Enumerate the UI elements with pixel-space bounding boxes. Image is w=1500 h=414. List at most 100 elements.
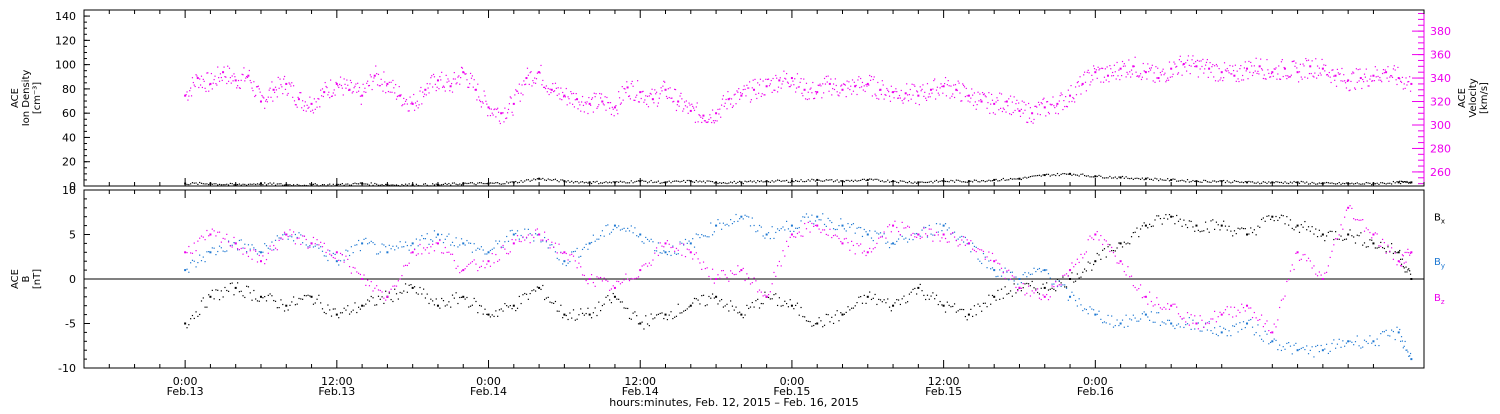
density-series-sample [939,180,941,182]
bz-series-sample [565,252,567,255]
bz-series-point [538,233,541,236]
velocity-series-sample [730,98,733,100]
bz-series-sample [202,236,204,238]
velocity-series-sample [1381,72,1384,75]
bz-series-sample [558,243,560,245]
by-series-sample [460,238,463,240]
velocity-series-sample [571,93,573,95]
bz-series-sample [952,231,954,234]
velocity-series-sample [325,85,327,88]
bz-series-sample [941,237,943,239]
bz-series-sample [1132,284,1134,287]
bx-series-sample [955,311,957,313]
bz-series-sample [590,274,593,276]
bx-series-sample [599,309,602,312]
velocity-series-sample [1012,111,1014,114]
bx-series-sample [446,304,448,306]
by-series-sample [1197,322,1199,324]
velocity-series-sample [1325,64,1327,67]
bx-series-sample [957,310,959,312]
bx-series-sample [762,303,764,305]
bz-series-sample [195,250,197,252]
bz-series-sample [1233,306,1236,308]
by-series-sample [701,234,703,236]
bx-series-sample [249,292,251,294]
by-series-sample [961,235,963,238]
bz-series-sample [1362,219,1364,221]
bz-series-sample [1293,268,1295,271]
bz-series-sample [251,258,253,260]
by-series-sample [1241,328,1243,331]
legend-subscript: y [1441,262,1445,270]
density-series-sample [657,180,659,182]
velocity-series-point [841,88,844,91]
bx-series-point [538,286,541,289]
velocity-series-sample [590,98,593,100]
velocity-series-sample [367,80,369,82]
density-series-sample [1269,182,1272,184]
bx-series-sample [1381,247,1384,249]
velocity-series-sample [758,92,760,94]
velocity-series-sample [1053,105,1055,107]
density-series-sample [464,182,466,184]
bz-series-sample [903,227,905,229]
velocity-series-sample [474,89,476,91]
density-series-sample [807,179,809,181]
velocity-series-sample [1126,71,1128,73]
velocity-series-sample [1263,74,1265,76]
velocity-series-sample [1078,85,1080,87]
density-series-sample [764,181,766,183]
velocity-series-sample [378,85,380,87]
bx-series-sample [392,300,394,303]
bx-series-sample [397,298,399,300]
by-series-sample [423,237,425,240]
bx-series-sample [401,292,403,294]
density-series-sample [491,182,493,184]
velocity-series-sample [469,83,471,85]
velocity-series-sample [1180,60,1182,63]
bx-series-sample [869,291,871,293]
velocity-series-sample [885,94,887,96]
velocity-series-sample [1098,69,1100,71]
bx-series-sample [466,296,468,299]
bx-series-sample [262,297,264,299]
bz-series-sample [574,260,576,262]
by-series-sample [1165,323,1167,325]
bz-series-sample [1369,231,1371,234]
velocity-series-sample [478,96,480,98]
velocity-series-sample [1393,65,1395,67]
velocity-series-sample [449,90,451,92]
velocity-series-sample [490,108,492,110]
velocity-series-sample [912,94,914,96]
density-series-sample [314,183,316,185]
bz-series-sample [1279,306,1281,309]
velocity-series-sample [562,91,564,94]
velocity-series-sample [1065,96,1067,98]
by-series-sample [1150,311,1153,313]
bx-series-sample [585,312,587,315]
density-series-sample [1136,177,1138,179]
bz-series-sample [390,288,392,290]
by-series-sample [885,242,887,244]
by-series-sample [1369,335,1371,337]
velocity-series-sample [202,78,204,80]
bz-series-sample [1345,209,1348,211]
velocity-series-sample [1285,75,1287,77]
velocity-series-point [209,82,212,85]
velocity-series-sample [818,84,820,87]
density-series-sample [1275,181,1277,183]
bz-series-sample [1165,308,1167,310]
by-series-sample [1269,341,1272,344]
velocity-series-sample [506,117,508,119]
bz-series-sample [1320,274,1322,276]
velocity-series-point [588,102,591,105]
by-series-sample [1051,283,1053,285]
velocity-series-point [866,82,869,85]
velocity-series-sample [719,108,721,110]
bz-series-sample [1280,299,1283,301]
velocity-series-sample [581,101,583,103]
bx-series-sample [1219,229,1221,231]
bx-series-sample [415,292,417,294]
velocity-series-sample [706,121,708,124]
velocity-series-sample [1338,73,1340,76]
